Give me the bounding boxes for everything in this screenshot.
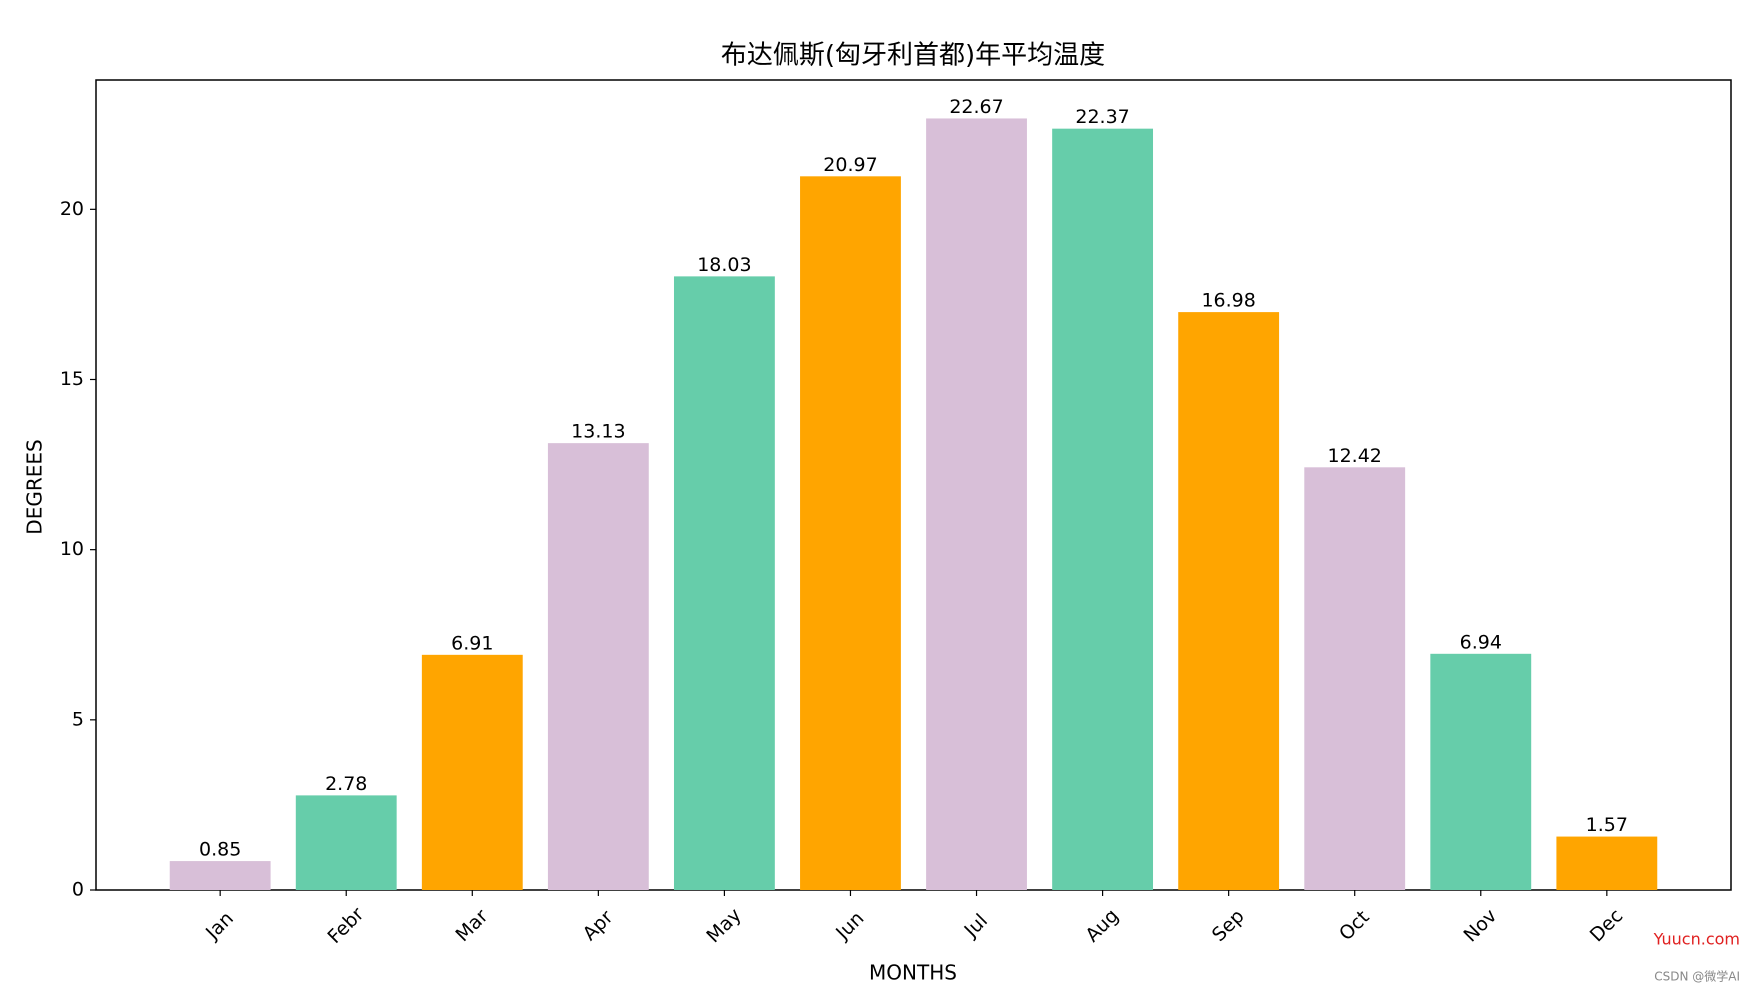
- x-tick-label: Febr: [323, 903, 368, 948]
- x-tick-label: Dec: [1586, 905, 1628, 947]
- bar: [1052, 128, 1154, 890]
- watermark: Yuucn.com: [1653, 930, 1740, 949]
- data-label: 6.91: [451, 632, 493, 654]
- y-tick-label: 10: [60, 538, 84, 560]
- y-tick-label: 15: [60, 368, 84, 390]
- data-label: 18.03: [697, 254, 751, 276]
- bar: [800, 176, 901, 890]
- data-label: 16.98: [1201, 290, 1255, 312]
- bar: [926, 118, 1027, 890]
- plot-frame: [95, 79, 1732, 891]
- bar: [1178, 312, 1280, 890]
- y-tick-label: 0: [72, 879, 84, 901]
- bar: [169, 861, 271, 890]
- x-tick-label: Nov: [1460, 905, 1502, 947]
- data-label: 2.78: [325, 773, 367, 795]
- y-tick-label: 5: [72, 708, 84, 730]
- x-tick-label: May: [702, 904, 745, 947]
- bar: [295, 795, 397, 890]
- x-tick-label: Mar: [451, 905, 492, 946]
- data-label: 0.85: [199, 839, 241, 861]
- data-label: 6.94: [1460, 631, 1502, 653]
- bar: [1556, 836, 1658, 890]
- x-tick-label: Aug: [1081, 905, 1123, 947]
- x-axis-label: MONTHS: [869, 961, 957, 985]
- data-label: 22.67: [949, 96, 1003, 118]
- data-label: 1.57: [1586, 814, 1628, 836]
- data-label: 12.42: [1328, 445, 1382, 467]
- x-tick-label: Sep: [1208, 905, 1249, 946]
- chart-title: 布达佩斯(匈牙利首都)年平均温度: [721, 41, 1105, 71]
- bar: [421, 654, 523, 890]
- x-tick-label: Jan: [201, 908, 238, 945]
- watermark: CSDN @微学AI: [1654, 969, 1740, 984]
- data-label: 22.37: [1075, 106, 1129, 128]
- x-tick-label: Jun: [831, 907, 868, 944]
- x-tick-label: Apr: [579, 906, 618, 945]
- bar: [1430, 653, 1532, 890]
- y-tick-label: 20: [60, 198, 84, 220]
- y-axis-label: DEGREES: [23, 439, 47, 534]
- x-tick-label: Oct: [1335, 906, 1374, 945]
- bar: [1304, 467, 1406, 890]
- bar: [547, 443, 649, 890]
- x-tick-label: Jul: [960, 910, 992, 942]
- data-label: 13.13: [571, 421, 625, 443]
- bar: [673, 276, 775, 890]
- data-label: 20.97: [823, 154, 877, 176]
